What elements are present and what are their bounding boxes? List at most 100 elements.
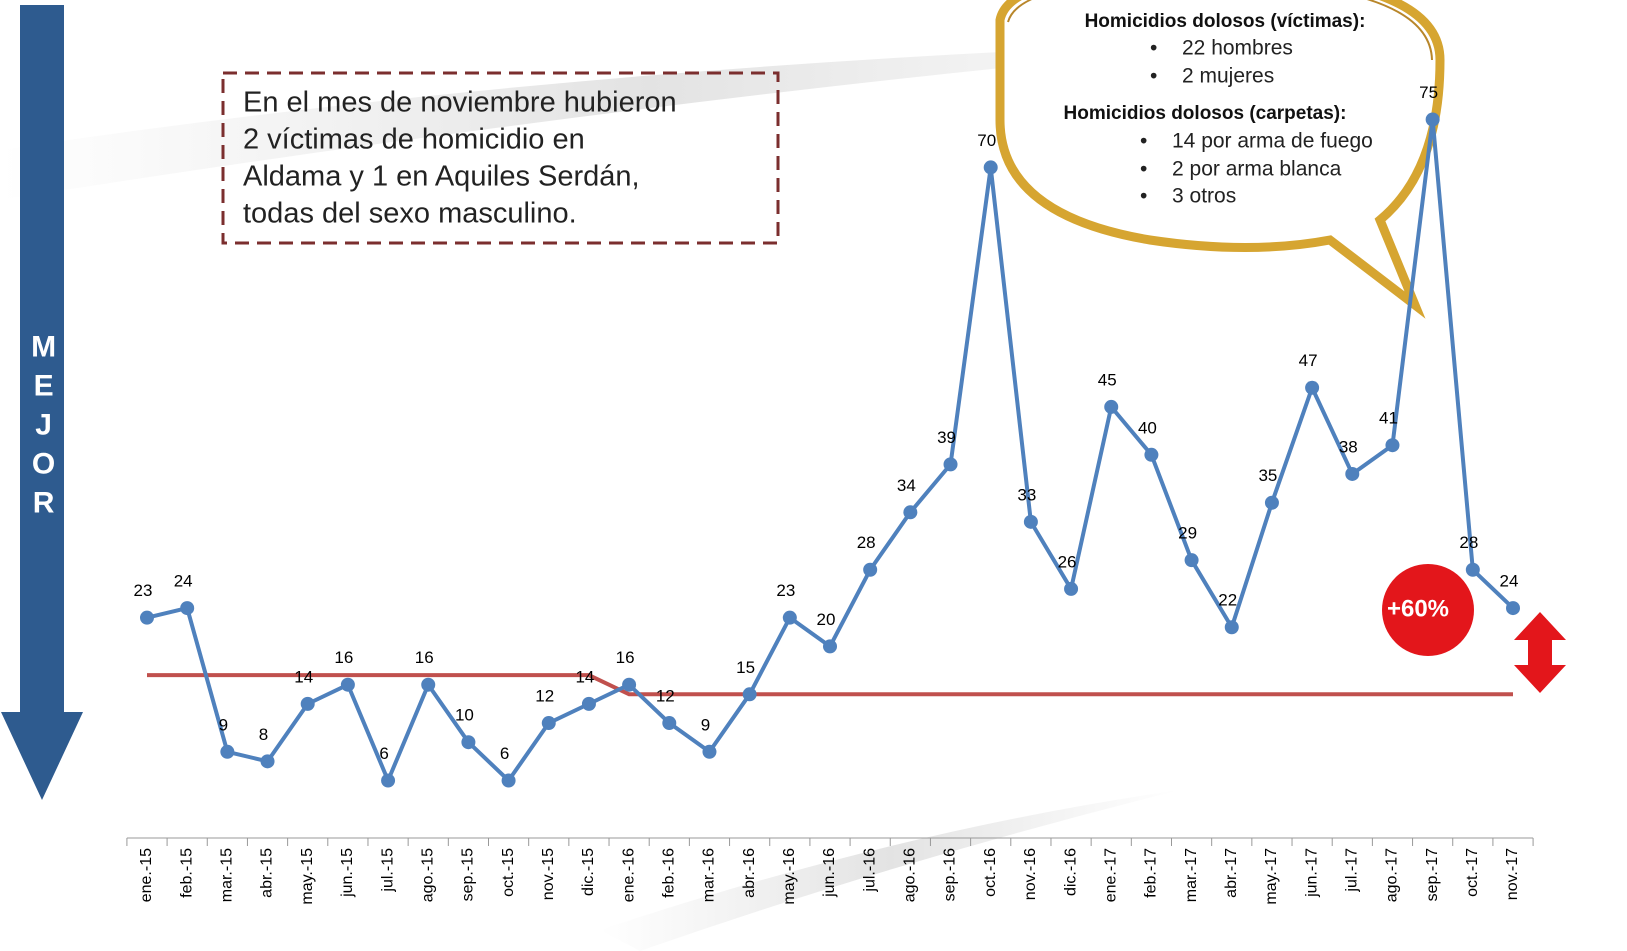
- point: [1144, 447, 1159, 462]
- value-label: 16: [334, 648, 353, 667]
- value-label: 15: [736, 658, 755, 677]
- x-tick-label: sep.-15: [460, 848, 477, 901]
- value-label: 12: [535, 687, 554, 706]
- point: [782, 610, 797, 625]
- point: [742, 687, 757, 702]
- x-tick-label: feb.-15: [178, 848, 195, 898]
- x-tick-label: mar.-17: [1183, 848, 1200, 902]
- x-tick-label: sep.-17: [1424, 848, 1441, 901]
- x-tick-label: nov.-16: [1022, 848, 1039, 900]
- value-label: 8: [259, 725, 268, 744]
- value-label: 26: [1058, 552, 1077, 571]
- bullet: •: [1140, 158, 1147, 181]
- value-label: 34: [897, 476, 916, 495]
- point: [1224, 620, 1239, 635]
- x-tick-label: oct.-16: [982, 848, 999, 897]
- x-tick-label: dic.-16: [1062, 848, 1079, 896]
- callout-item: 22 hombres: [1182, 37, 1293, 60]
- plot: ene.-15 feb.-15 mar.-15 abr.-15 may.-15 jun.-…: [126, 83, 1534, 905]
- bullet: •: [1150, 37, 1157, 60]
- x-tick-label: jul.-17: [1344, 848, 1361, 893]
- x-tick-label: nov.-17: [1504, 848, 1521, 900]
- callout-item: 14 por arma de fuego: [1172, 130, 1373, 153]
- change-badge-label: +60%: [1387, 595, 1449, 622]
- point: [622, 677, 637, 692]
- x-tick-label: ene.-16: [620, 848, 637, 902]
- point: [541, 716, 556, 731]
- note-box: [221, 71, 780, 245]
- value-label: 24: [1500, 572, 1519, 591]
- x-tick-label: may.-15: [299, 848, 316, 905]
- point: [180, 601, 195, 616]
- point: [140, 610, 154, 625]
- x-tick-label: jun.-16: [821, 848, 838, 898]
- point: [220, 744, 235, 759]
- value-label: 28: [857, 533, 876, 552]
- value-label: 24: [174, 572, 193, 591]
- point: [381, 773, 396, 788]
- value-label: 16: [616, 648, 635, 667]
- point: [1465, 562, 1480, 577]
- bullet: •: [1140, 185, 1147, 208]
- value-label: 14: [294, 667, 313, 686]
- x-tick-label: may.-16: [781, 848, 798, 905]
- value-label: 16: [415, 648, 434, 667]
- value-label: 47: [1299, 351, 1318, 370]
- value-label: 6: [379, 744, 388, 763]
- point: [823, 639, 837, 654]
- change-arrow: [1514, 612, 1566, 693]
- note-line: Aldama y 1 en Aquiles Serdán,: [243, 161, 640, 193]
- point: [421, 677, 436, 692]
- value-label: 38: [1339, 437, 1358, 456]
- callout-item: 2 mujeres: [1182, 65, 1274, 88]
- value-label: 23: [776, 581, 795, 600]
- point: [1345, 466, 1360, 481]
- side-label: MEJOR: [27, 331, 60, 526]
- point: [1385, 438, 1400, 453]
- value-label: 40: [1138, 418, 1157, 437]
- point: [662, 716, 677, 731]
- value-label: 41: [1379, 409, 1398, 428]
- value-label: 39: [937, 428, 956, 447]
- value-label: 35: [1258, 466, 1277, 485]
- point: [501, 773, 516, 788]
- x-tick-label: jun.-17: [1303, 848, 1320, 898]
- x-tick-label: ago.-16: [902, 848, 919, 902]
- point: [1305, 380, 1320, 395]
- bullet: •: [1140, 130, 1147, 153]
- x-tick-label: abr.-15: [259, 848, 276, 898]
- point: [461, 735, 476, 750]
- callout-item: 2 por arma blanca: [1172, 158, 1342, 181]
- point: [943, 457, 958, 472]
- x-tick-label: dic.-15: [580, 848, 597, 896]
- value-label: 45: [1098, 370, 1117, 389]
- value-label: 10: [455, 706, 474, 725]
- x-tick-label: mar.-15: [219, 848, 236, 902]
- note-line: todas del sexo masculino.: [243, 198, 577, 230]
- callout-title: Homicidios dolosos (víctimas):: [1085, 11, 1366, 32]
- x-tick-label: ene.-17: [1102, 848, 1119, 902]
- x-tick-label: may.-17: [1263, 848, 1280, 905]
- x-tick-label: oct.-15: [500, 848, 517, 897]
- x-tick-label: abr.-17: [1223, 848, 1240, 898]
- point: [903, 505, 918, 520]
- bullet: •: [1150, 65, 1157, 88]
- point: [1104, 399, 1119, 414]
- x-tick-label: ago.-17: [1384, 848, 1401, 902]
- better-arrow: [1, 5, 83, 800]
- x-tick-label: feb.-16: [661, 848, 678, 898]
- value-label: 29: [1178, 524, 1197, 543]
- x-tick-label: sep.-16: [942, 848, 959, 901]
- note-line: En el mes de noviembre hubieron: [243, 87, 677, 119]
- x-tick-label: nov.-15: [540, 848, 557, 900]
- background-swoosh: [0, 40, 1300, 200]
- value-label: 20: [817, 610, 836, 629]
- value-label: 33: [1017, 485, 1036, 504]
- value-label: 12: [656, 687, 675, 706]
- value-label: 6: [500, 744, 509, 763]
- x-tick-label: ago.-15: [419, 848, 436, 902]
- value-label: 9: [219, 715, 228, 734]
- point: [863, 562, 878, 577]
